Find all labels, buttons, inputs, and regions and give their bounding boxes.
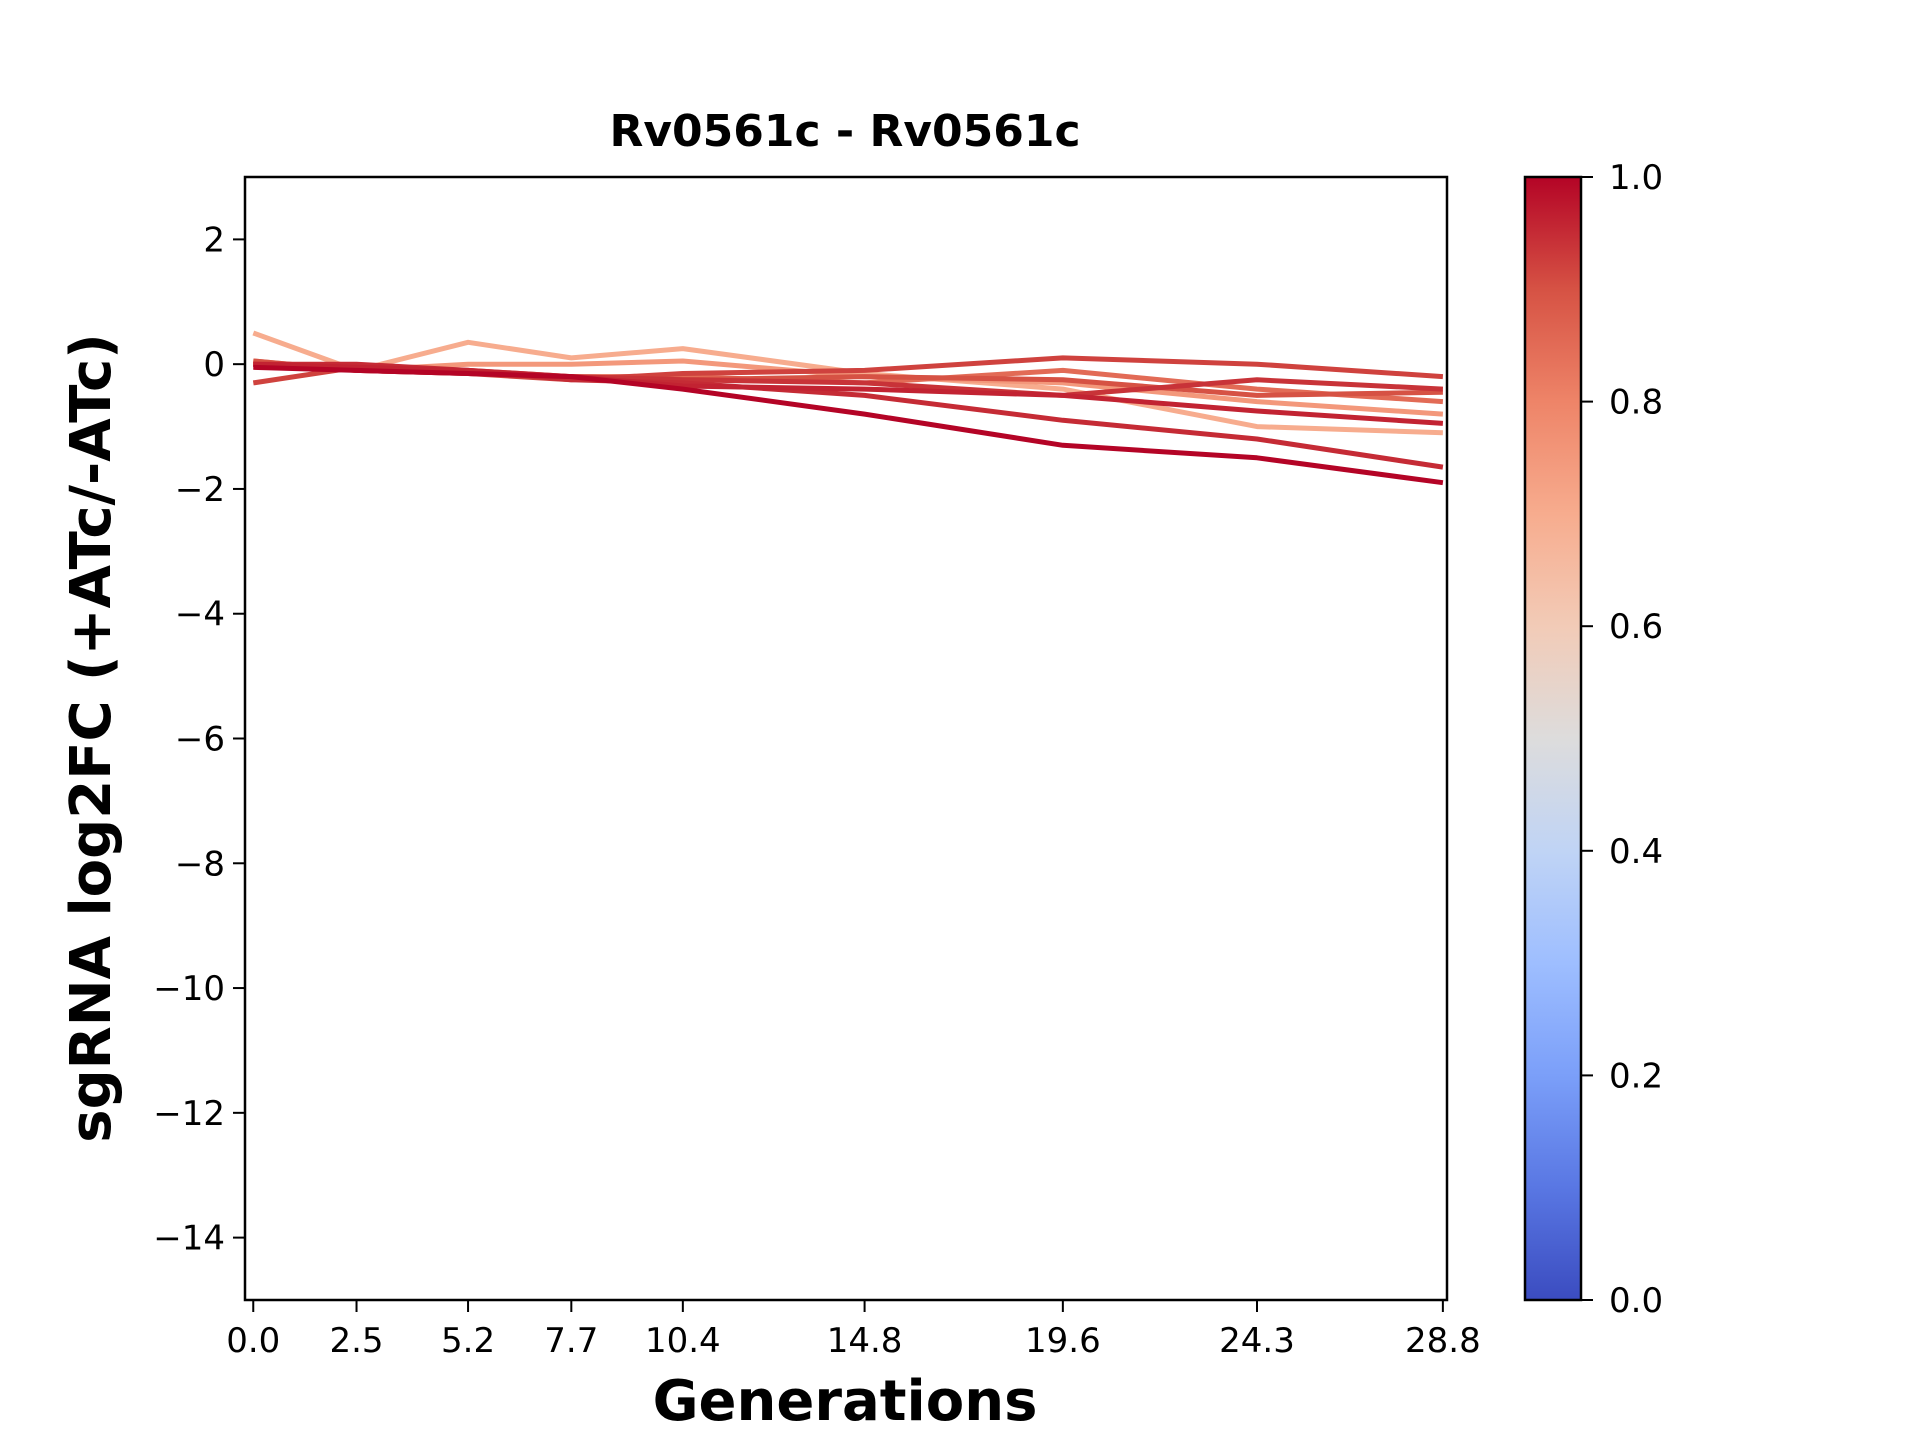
y-tick-label: 0	[203, 345, 225, 385]
colorbar-tick-label: 0.0	[1609, 1281, 1663, 1321]
chart-title: Rv0561c - Rv0561c	[609, 106, 1080, 157]
x-tick-label: 7.7	[544, 1321, 598, 1361]
x-axis: 0.0 2.5 5.2 7.7 10.4 14.8 19.6 24.3 28.8	[226, 1300, 1481, 1361]
x-tick-label: 2.5	[329, 1321, 383, 1361]
y-tick-label: −4	[175, 595, 225, 635]
x-tick-label: 28.8	[1405, 1321, 1481, 1361]
x-tick-label: 14.8	[827, 1321, 903, 1361]
x-axis-label: Generations	[653, 1369, 1038, 1434]
x-tick-label: 19.6	[1025, 1321, 1101, 1361]
plot-frame	[243, 175, 1449, 1302]
series-line-1	[252, 330, 1443, 436]
y-tick-label: −12	[153, 1094, 225, 1134]
series-group	[252, 330, 1444, 486]
x-tick-label: 10.4	[645, 1321, 721, 1361]
y-tick-label: −10	[153, 969, 225, 1009]
x-tick-label: 0.0	[226, 1321, 280, 1361]
y-tick-label: −8	[175, 844, 225, 884]
y-tick-label: −2	[175, 470, 225, 510]
colorbar-tick-label: 0.8	[1609, 383, 1663, 423]
series-line-8	[253, 361, 1444, 426]
y-axis-label: sgRNA log2FC (+ATc/-ATc)	[59, 333, 124, 1143]
colorbar	[1523, 175, 1583, 1302]
y-tick-label: 2	[203, 220, 225, 260]
y-tick-label: −14	[153, 1219, 225, 1259]
x-tick-label: 5.2	[441, 1321, 495, 1361]
colorbar-tick-label: 0.4	[1609, 832, 1663, 872]
series-line-9	[253, 364, 1444, 486]
colorbar-tick-label: 0.6	[1609, 607, 1663, 647]
y-tick-label: −6	[175, 720, 225, 760]
colorbar-axis: 0.0 0.2 0.4 0.6 0.8 1.0	[1581, 158, 1663, 1321]
x-tick-label: 24.3	[1219, 1321, 1295, 1361]
colorbar-tick-label: 1.0	[1609, 158, 1663, 198]
y-axis: 2 0 −2 −4 −6 −8 −10 −12 −14	[153, 220, 245, 1259]
colorbar-tick-label: 0.2	[1609, 1056, 1663, 1096]
